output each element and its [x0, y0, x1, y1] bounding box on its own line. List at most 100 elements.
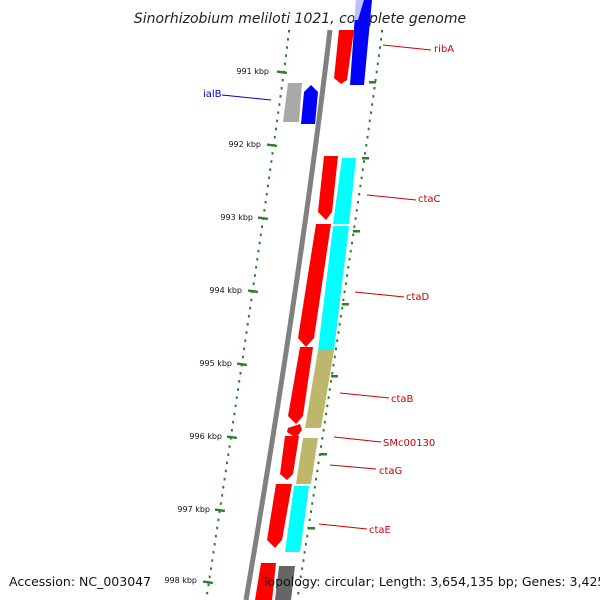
track-dot: [368, 119, 371, 123]
track-dot: [320, 445, 322, 448]
gene-label-ctaD[interactable]: ctaD: [406, 292, 430, 303]
gene-arrow-ribA[interactable]: [334, 30, 354, 84]
track-dot: [230, 429, 233, 432]
track-dot: [336, 339, 339, 342]
track-dot: [247, 315, 250, 318]
gene-ctaC[interactable]: [318, 156, 356, 224]
track-dot: [287, 38, 289, 41]
gene-arrow-ctaD-3[interactable]: [305, 350, 334, 428]
gene-arrow-ctaC[interactable]: [318, 156, 338, 220]
track-dot: [258, 241, 261, 245]
track-dot: [210, 567, 212, 570]
track-dot: [315, 477, 317, 481]
track-dot: [318, 453, 321, 456]
track-dot: [211, 559, 214, 562]
track-dot: [352, 233, 355, 237]
gene-ialB[interactable]: [283, 83, 318, 124]
gene-label-ctaB[interactable]: ctaB: [391, 394, 414, 405]
leader-line: [221, 94, 272, 101]
track-dot: [280, 87, 283, 90]
gene-ctaG[interactable]: [280, 436, 318, 484]
gene-label-ctaE[interactable]: ctaE: [369, 525, 391, 536]
gene-ctaD[interactable]: [298, 224, 349, 428]
track-dot: [357, 201, 359, 204]
track-dot: [321, 437, 324, 440]
gene-arrow-ctaG[interactable]: [280, 436, 299, 480]
track-dot: [317, 461, 320, 465]
gene-label-ctaC[interactable]: ctaC: [418, 194, 441, 205]
track-dot: [313, 486, 316, 489]
track-dot: [338, 323, 341, 326]
track-dot: [344, 282, 347, 285]
track-dot: [228, 445, 231, 448]
gene-arrow-SMc00130[interactable]: [287, 424, 302, 438]
track-dot: [255, 266, 258, 269]
track-dot: [269, 168, 272, 171]
kbp-tick: [266, 143, 278, 148]
kbp-label: 997 kbp: [177, 505, 210, 514]
track-dot: [212, 551, 215, 554]
gene-ctaE[interactable]: [267, 484, 309, 552]
track-dot: [245, 331, 248, 334]
track-dot: [302, 559, 305, 562]
map-title: Sinorhizobium meliloti 1021, complete ge…: [134, 11, 466, 27]
track-dot: [373, 87, 376, 90]
gene-arrow-ribA-2[interactable]: [350, 0, 372, 85]
gene-arrow-ctaD[interactable]: [298, 224, 331, 347]
track-dot: [266, 184, 269, 188]
gene-arrow-ctaE[interactable]: [267, 484, 292, 548]
track-dot: [323, 420, 326, 424]
gene-arrow-ctaE-2[interactable]: [285, 486, 309, 552]
track-dot: [353, 225, 356, 228]
track-dot: [339, 315, 342, 318]
gene-label-ribA[interactable]: ribA: [434, 44, 454, 55]
track-dot: [281, 78, 284, 82]
track-dot: [375, 70, 378, 74]
track-dot: [277, 111, 280, 114]
gene-label-ctaG[interactable]: ctaG: [379, 466, 402, 477]
track-dot: [326, 404, 329, 408]
track-dot: [363, 160, 365, 163]
track-dot: [256, 258, 259, 261]
gene-arrow-ctaC-2[interactable]: [333, 158, 356, 224]
track-dot: [364, 152, 367, 155]
gene-arrow-ctaB[interactable]: [288, 347, 313, 424]
track-dot: [221, 494, 224, 497]
track-dot: [233, 412, 236, 416]
kbp-tick: [257, 216, 269, 221]
track-dot: [332, 363, 335, 367]
track-dot: [223, 477, 226, 481]
gene-ctaB[interactable]: [288, 347, 313, 424]
track-dot: [346, 274, 349, 277]
track-dot: [232, 420, 235, 424]
track-dot: [374, 78, 377, 82]
gene-label-ialB[interactable]: ialB: [203, 89, 222, 100]
gene-SMc00130[interactable]: [287, 424, 302, 438]
track-dot: [263, 209, 266, 212]
track-dot: [207, 583, 210, 587]
track-dot: [253, 274, 256, 277]
gene-arrow-ctaG-2[interactable]: [296, 438, 318, 484]
gene-arrow-ctaD-2[interactable]: [318, 226, 349, 350]
track-dot: [355, 209, 358, 212]
track-dot: [333, 355, 336, 359]
leader-line: [318, 523, 368, 530]
gene-labels: ribA ialB ctaC ctaD ctaB SMc00130 ctaG c…: [203, 44, 454, 536]
track-dot: [244, 339, 247, 342]
track-dot: [341, 306, 344, 310]
gene-arrow-ialB[interactable]: [283, 83, 302, 122]
track-dot: [380, 38, 382, 41]
gene-label-SMc00130[interactable]: SMc00130: [383, 438, 435, 449]
track-dot: [222, 486, 225, 489]
gene-ribA[interactable]: [334, 0, 372, 85]
track-dot: [278, 103, 281, 106]
track-dot: [335, 347, 337, 351]
kbp-tick: [214, 508, 226, 513]
track-dot: [347, 266, 350, 269]
gene-arrow-ialB-2[interactable]: [301, 85, 318, 124]
track-dot: [331, 372, 334, 375]
track-dot: [303, 551, 306, 554]
kbp-scale: 991 kbp 992 kbp 993 kbp 994 kbp 995 kbp …: [164, 67, 288, 585]
track-dot: [371, 103, 374, 106]
track-dot: [381, 30, 383, 33]
